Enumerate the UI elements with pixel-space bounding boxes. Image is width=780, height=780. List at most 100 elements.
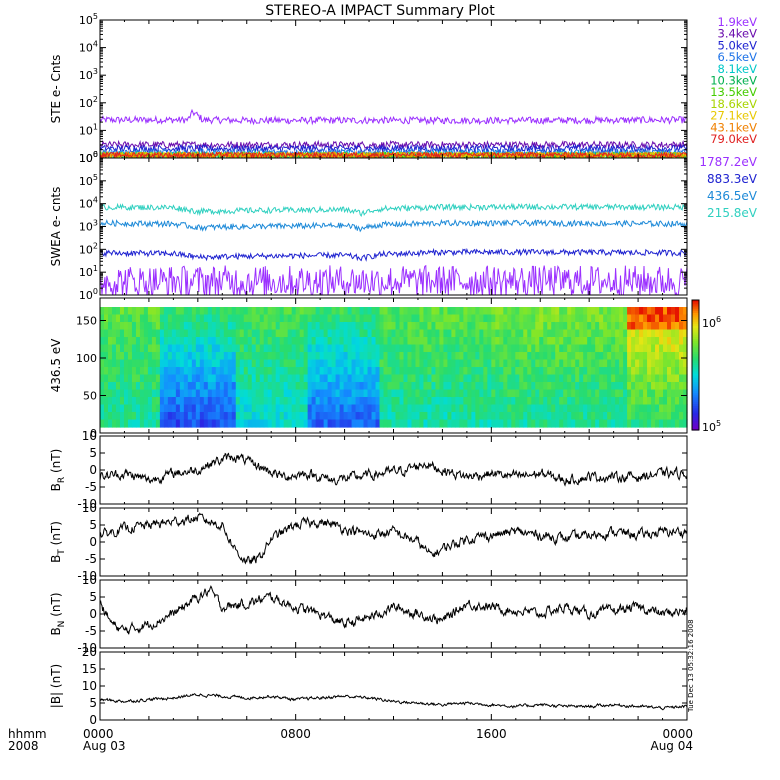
pad-cell <box>427 322 433 331</box>
pad-cell <box>363 367 369 376</box>
pad-cell <box>379 397 385 406</box>
pad-cell <box>547 359 552 368</box>
pad-cell <box>563 367 568 376</box>
pad-cell <box>223 307 229 316</box>
pad-cell <box>247 382 253 391</box>
pad-cell <box>187 412 193 421</box>
pad-cell <box>143 352 149 361</box>
pad-cell <box>219 307 225 316</box>
pad-cell <box>231 329 237 338</box>
pad-cell <box>643 322 648 331</box>
pad-cell <box>387 352 393 361</box>
pad-cell <box>195 337 201 346</box>
pad-cell <box>527 367 532 376</box>
pad-cell <box>663 322 668 331</box>
pad-cell <box>543 329 548 338</box>
pad-cell <box>423 419 429 428</box>
pad-cell <box>111 389 117 398</box>
pad-cell <box>419 307 425 316</box>
pad-cell <box>683 359 688 368</box>
pad-cell <box>427 344 433 353</box>
pad-cell <box>543 314 548 323</box>
pad-cell <box>191 367 197 376</box>
pad-cell <box>211 419 217 428</box>
pad-cell <box>611 367 616 376</box>
pad-cell <box>127 359 133 368</box>
pad-cell <box>223 389 229 398</box>
colorbar-cell <box>692 386 699 390</box>
pad-cell <box>575 322 580 331</box>
pad-cell <box>503 352 508 361</box>
pad-cell <box>315 344 321 353</box>
pad-cell <box>563 419 568 428</box>
pad-cell <box>491 337 496 346</box>
pad-cell <box>279 367 285 376</box>
pad-cell <box>607 329 612 338</box>
pad-cell <box>147 314 153 323</box>
pad-cell <box>671 389 676 398</box>
pad-cell <box>523 344 528 353</box>
pad-cell <box>395 397 401 406</box>
pad-cell <box>223 412 229 421</box>
pad-cell <box>411 367 417 376</box>
pad-cell <box>459 307 464 316</box>
pad-cell <box>683 337 688 346</box>
pad-cell <box>339 382 345 391</box>
pad-cell <box>147 337 153 346</box>
pad-cell <box>447 389 452 398</box>
pad-cell <box>671 352 676 361</box>
pad-cell <box>315 352 321 361</box>
pad-cell <box>139 329 145 338</box>
pad-cell <box>311 314 317 323</box>
pad-cell <box>315 307 321 316</box>
pad-cell <box>191 322 197 331</box>
pad-cell <box>283 344 289 353</box>
pad-cell <box>291 344 297 353</box>
pad-cell <box>479 352 484 361</box>
pad-cell <box>307 329 313 338</box>
colorbar-cell <box>692 300 699 303</box>
pad-cell <box>399 359 405 368</box>
pad-cell <box>167 352 173 361</box>
pad-cell <box>483 337 488 346</box>
pad-cell <box>415 344 421 353</box>
pad-cell <box>415 389 421 398</box>
pad-cell <box>675 382 680 391</box>
pad-cell <box>595 412 600 421</box>
pad-cell <box>227 352 233 361</box>
pad-cell <box>647 404 652 413</box>
pad-cell <box>399 307 405 316</box>
pad-cell <box>315 359 321 368</box>
pad-cell <box>235 352 241 361</box>
pad-cell <box>103 359 109 368</box>
pad-cell <box>487 344 492 353</box>
pad-cell <box>635 404 640 413</box>
pad-cell <box>579 307 584 316</box>
pad-cell <box>607 389 612 398</box>
pad-cell <box>579 352 584 361</box>
colorbar-cell <box>692 365 699 368</box>
pad-cell <box>351 344 357 353</box>
pad-cell <box>395 412 401 421</box>
pad-cell <box>239 389 245 398</box>
pad-cell <box>595 382 600 391</box>
pad-cell <box>551 397 556 406</box>
pad-cell <box>455 322 460 331</box>
pad-cell <box>100 397 105 406</box>
bn-y-axis-label: BN (nT) <box>49 592 67 635</box>
pad-cell <box>231 314 237 323</box>
pad-cell <box>319 412 325 421</box>
pad-cell <box>407 367 413 376</box>
pad-cell <box>375 367 381 376</box>
pad-cell <box>459 419 464 428</box>
pad-cell <box>383 389 389 398</box>
pad-cell <box>619 344 624 353</box>
colorbar-cell <box>692 412 699 416</box>
pad-cell <box>323 419 329 428</box>
pad-cell <box>415 337 421 346</box>
pad-cell <box>195 307 201 316</box>
pad-cell <box>331 329 337 338</box>
pad-cell <box>303 397 309 406</box>
pad-cell <box>627 389 632 398</box>
pad-cell <box>171 329 177 338</box>
